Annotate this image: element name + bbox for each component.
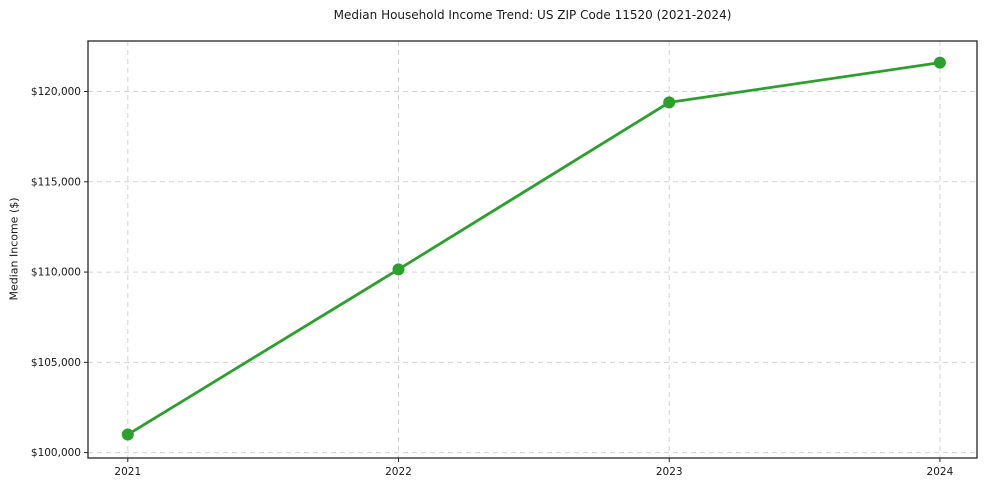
trend-line bbox=[126, 61, 942, 436]
data-point-2023 bbox=[663, 96, 676, 109]
x-tick-label: 2023 bbox=[656, 466, 683, 478]
data-point-2022 bbox=[392, 263, 405, 276]
x-tick-label: 2022 bbox=[385, 466, 412, 478]
data-point-2021 bbox=[121, 428, 134, 441]
y-tick-label: $100,000 bbox=[31, 447, 81, 459]
x-tick-label: 2021 bbox=[114, 466, 141, 478]
y-tick-label: $110,000 bbox=[31, 267, 81, 279]
y-tick-label: $115,000 bbox=[31, 176, 81, 188]
chart-title: Median Household Income Trend: US ZIP Co… bbox=[333, 8, 732, 22]
y-tick-label: $120,000 bbox=[31, 86, 81, 98]
plot-border bbox=[87, 40, 978, 459]
x-tick-label: 2024 bbox=[927, 466, 954, 478]
data-point-2024 bbox=[933, 56, 946, 69]
y-tick-label: $105,000 bbox=[31, 357, 81, 369]
